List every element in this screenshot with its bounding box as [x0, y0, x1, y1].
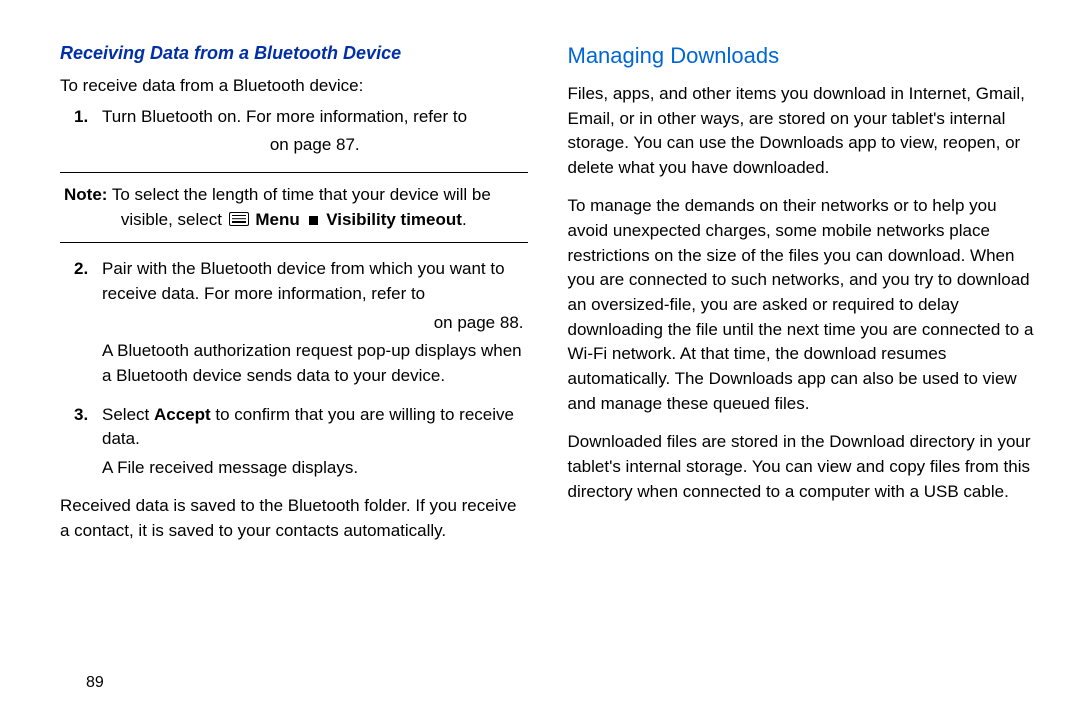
note-period: . — [462, 210, 467, 229]
note-menu-text: Menu — [251, 210, 305, 229]
right-paragraph-2: To manage the demands on their networks … — [568, 194, 1036, 416]
steps-list: Turn Bluetooth on. For more information,… — [60, 105, 528, 158]
menu-icon — [229, 212, 249, 226]
step-3-pre: Select — [102, 405, 154, 424]
steps-list-cont: Pair with the Bluetooth device from whic… — [60, 257, 528, 480]
right-column: Managing Downloads Files, apps, and othe… — [568, 40, 1036, 700]
note-visibility-text: Visibility timeout — [322, 210, 462, 229]
intro-text: To receive data from a Bluetooth device: — [60, 74, 528, 99]
step-1-text: Turn Bluetooth on. For more information,… — [102, 107, 467, 126]
step-2: Pair with the Bluetooth device from whic… — [102, 257, 528, 388]
note-line2: visible, select Menu Visibility timeout. — [64, 208, 524, 233]
section-heading-receiving: Receiving Data from a Bluetooth Device — [60, 40, 528, 66]
note-visible-select: visible, select — [121, 210, 227, 229]
note-label: Note: — [64, 185, 107, 204]
note-box: Note: To select the length of time that … — [60, 172, 528, 243]
left-column: Receiving Data from a Bluetooth Device T… — [60, 40, 528, 700]
step-3: Select Accept to confirm that you are wi… — [102, 403, 528, 481]
section-heading-downloads: Managing Downloads — [568, 40, 1036, 72]
arrow-icon — [309, 216, 318, 225]
note-line1: To select the length of time that your d… — [107, 185, 490, 204]
closing-text: Received data is saved to the Bluetooth … — [60, 494, 528, 543]
step-2-text-b: A Bluetooth authorization request pop-up… — [102, 339, 528, 388]
page-number: 89 — [86, 674, 104, 692]
manual-page: Receiving Data from a Bluetooth Device T… — [0, 0, 1080, 720]
step-1: Turn Bluetooth on. For more information,… — [102, 105, 528, 158]
step-2-text-a: Pair with the Bluetooth device from whic… — [102, 259, 505, 303]
step-1-pageref: on page 87. — [102, 133, 528, 158]
step-2-pageref: on page 88. — [102, 311, 528, 336]
step-3-text-b: A File received message displays. — [102, 456, 528, 481]
right-paragraph-3: Downloaded files are stored in the Downl… — [568, 430, 1036, 504]
right-paragraph-1: Files, apps, and other items you downloa… — [568, 82, 1036, 181]
step-3-accept: Accept — [154, 405, 211, 424]
